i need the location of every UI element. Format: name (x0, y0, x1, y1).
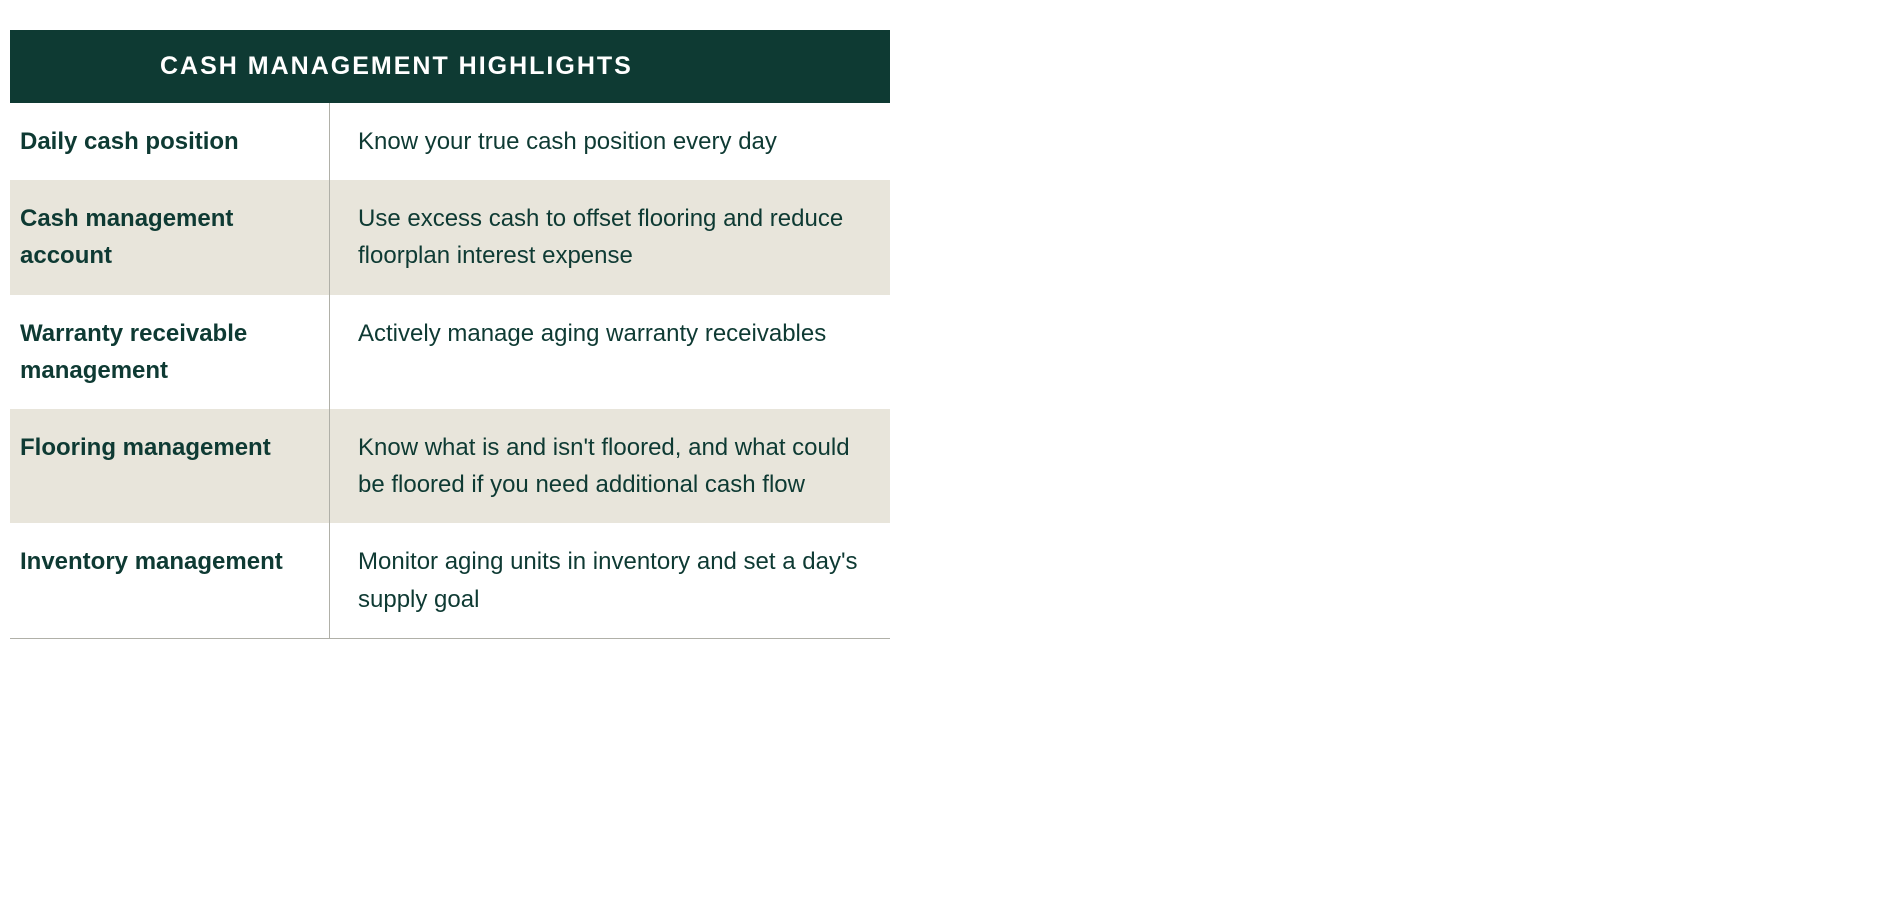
cash-management-table: CASH MANAGEMENT HIGHLIGHTS Daily cash po… (10, 30, 890, 639)
table-row: Daily cash position Know your true cash … (10, 103, 890, 180)
row-label: Flooring management (10, 409, 330, 523)
table-row: Inventory management Monitor aging units… (10, 523, 890, 638)
table-row: Warranty receivable management Actively … (10, 295, 890, 409)
row-description: Use excess cash to offset flooring and r… (330, 180, 890, 294)
row-description: Monitor aging units in inventory and set… (330, 523, 890, 637)
table-row: Flooring management Know what is and isn… (10, 409, 890, 523)
row-description: Know your true cash position every day (330, 103, 890, 180)
row-label: Daily cash position (10, 103, 330, 180)
row-label: Warranty receivable management (10, 295, 330, 409)
table-title: CASH MANAGEMENT HIGHLIGHTS (10, 30, 890, 103)
row-label: Cash management account (10, 180, 330, 294)
row-description: Know what is and isn't floored, and what… (330, 409, 890, 523)
table-row: Cash management account Use excess cash … (10, 180, 890, 294)
row-description: Actively manage aging warranty receivabl… (330, 295, 890, 409)
row-label: Inventory management (10, 523, 330, 637)
